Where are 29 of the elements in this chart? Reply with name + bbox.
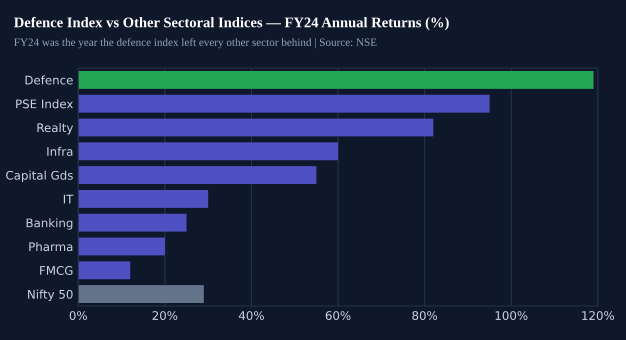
bar — [78, 118, 434, 136]
y-tick-label: Defence — [26, 75, 73, 85]
x-tick-label: 60% — [326, 311, 351, 320]
x-tick-label: 100% — [496, 311, 528, 320]
chart-subtitle: FY24 was the year the defence index left every other sector behind | Source: NSE — [14, 38, 376, 48]
y-tick-label: Banking — [26, 218, 72, 230]
y-tick-label: IT — [64, 194, 74, 204]
x-tick-label: 40% — [238, 311, 264, 320]
bar — [78, 70, 594, 89]
x-tick-label: 120% — [582, 311, 614, 320]
bar — [78, 142, 338, 160]
x-tick-label: 20% — [152, 311, 178, 320]
y-tick-label: Infra — [47, 146, 72, 156]
y-tick-label: Pharma — [29, 242, 72, 252]
y-tick-label: Capital Gds — [6, 170, 73, 182]
y-tick-label: FMCG — [40, 266, 72, 275]
bar — [78, 238, 165, 256]
bar — [78, 214, 186, 232]
y-tick-label: Realty — [37, 123, 74, 134]
bar — [78, 261, 130, 280]
bar — [78, 190, 208, 208]
y-tick-label: PSE Index — [16, 99, 73, 108]
y-tick-label: Nifty 50 — [28, 290, 73, 302]
x-tick-label: 0% — [70, 311, 87, 320]
bar — [78, 166, 316, 184]
x-tick-label: 80% — [412, 311, 438, 320]
chart-title: Defence Index vs Other Sectoral Indices — FY24 Annual Returns (%) — [14, 16, 449, 30]
bar — [78, 285, 204, 304]
bar — [78, 94, 490, 113]
